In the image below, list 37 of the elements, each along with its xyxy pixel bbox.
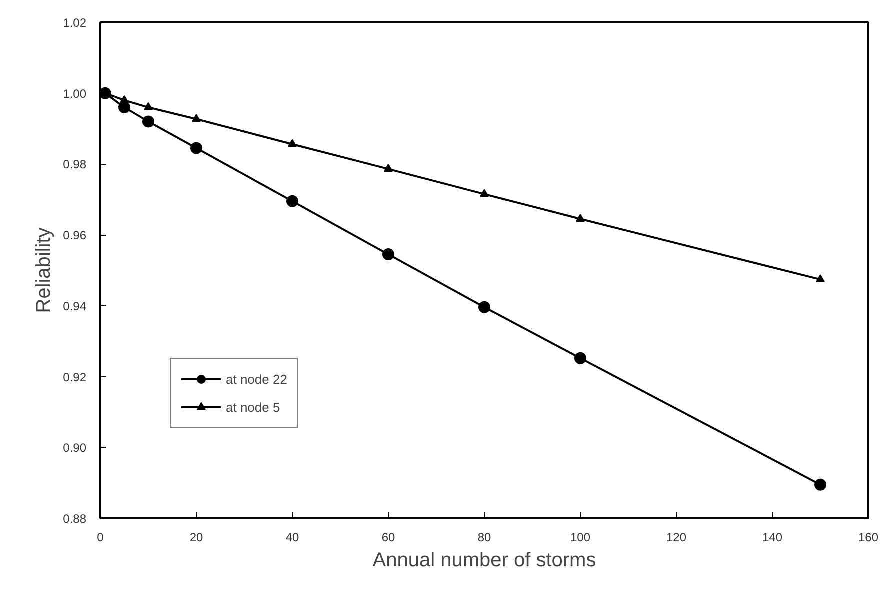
legend-label: at node 22: [226, 372, 288, 386]
point: [118, 102, 130, 114]
y-tick-label: 1.02: [63, 16, 87, 30]
point: [120, 95, 129, 104]
x-tick-label: 0: [97, 530, 104, 544]
x-axis-title: Annual number of storms: [372, 550, 596, 572]
point: [190, 142, 202, 154]
y-tick-label: 0.92: [63, 370, 87, 384]
x-tick-label: 20: [190, 530, 204, 544]
y-tick-label: 0.90: [63, 441, 87, 456]
y-tick-label: 0.98: [63, 158, 87, 172]
y-tick-label: 0.88: [63, 512, 87, 526]
x-tick-label: 140: [762, 530, 783, 544]
point: [288, 139, 297, 148]
y-axis-title: Reliability: [33, 228, 56, 314]
x-tick-label: 40: [286, 530, 300, 544]
point: [192, 114, 201, 122]
x-tick-label: 100: [570, 530, 591, 544]
legend-label: at node 5: [226, 400, 280, 414]
x-tick-label: 60: [382, 530, 396, 544]
point: [576, 214, 585, 222]
point: [816, 274, 825, 283]
point: [144, 102, 153, 110]
point: [480, 189, 489, 198]
y-tick-label: 0.96: [63, 228, 87, 243]
point: [814, 478, 826, 491]
point: [286, 195, 298, 208]
point: [382, 248, 394, 261]
point: [384, 164, 393, 172]
y-tick-label: 1.00: [63, 86, 87, 101]
y-tick-label: 0.94: [63, 299, 87, 314]
x-tick-label: 160: [858, 530, 879, 544]
point: [574, 352, 586, 364]
x-tick-label: 120: [666, 530, 687, 544]
point: [478, 301, 490, 314]
x-tick-label: 80: [478, 530, 492, 544]
point: [142, 116, 154, 128]
